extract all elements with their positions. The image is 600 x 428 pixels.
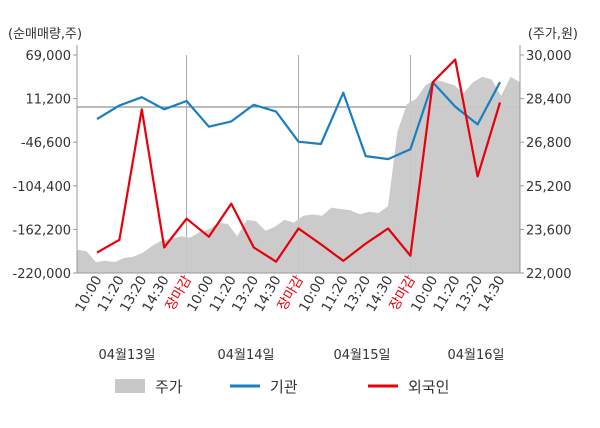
day-labels: 04월13일 04월14일 04월15일 04월16일 [98, 348, 504, 363]
right-tick-label: 26,800 [526, 136, 572, 151]
legend-label: 기관 [270, 378, 298, 396]
left-tick-label: -220,000 [13, 267, 71, 282]
axes [76, 45, 521, 274]
right-tick-label: 28,400 [526, 93, 572, 108]
left-axis-label: (순매매량,주) [8, 27, 82, 42]
right-tick-label: 30,000 [526, 49, 572, 64]
series-line-foreign [96, 58, 502, 263]
price-area [77, 76, 520, 273]
left-ticks: 69,000 11,200 -46,600 -104,400 -162,200 -220,… [13, 49, 77, 282]
x-ticks: 10:0011:2013:2014:30장마감10:0011:2013:2014… [72, 273, 508, 315]
right-axis-label: (주가,원) [528, 27, 578, 42]
lines [96, 58, 502, 263]
right-ticks: 30,000 28,400 26,800 25,200 23,600 22,000 [520, 49, 572, 282]
day-label: 04월13일 [98, 348, 155, 363]
right-tick-label: 25,200 [526, 180, 572, 195]
day-label: 04월15일 [333, 348, 390, 363]
legend-label: 외국인 [408, 378, 449, 396]
left-tick-label: -46,600 [21, 136, 71, 151]
left-tick-label: -104,400 [13, 180, 71, 195]
left-tick-label: -162,200 [13, 223, 71, 238]
left-tick-label: 11,200 [26, 93, 72, 108]
day-label: 04월16일 [447, 348, 504, 363]
price-area-path [77, 76, 520, 273]
legend-label: 주가 [155, 378, 183, 396]
right-tick-label: 22,000 [526, 267, 572, 282]
day-label: 04월14일 [217, 348, 274, 363]
left-tick-label: 69,000 [26, 49, 72, 64]
legend-swatch-price [115, 379, 145, 393]
right-tick-label: 23,600 [526, 223, 572, 238]
legend: 주가 기관 외국인 [115, 378, 449, 396]
